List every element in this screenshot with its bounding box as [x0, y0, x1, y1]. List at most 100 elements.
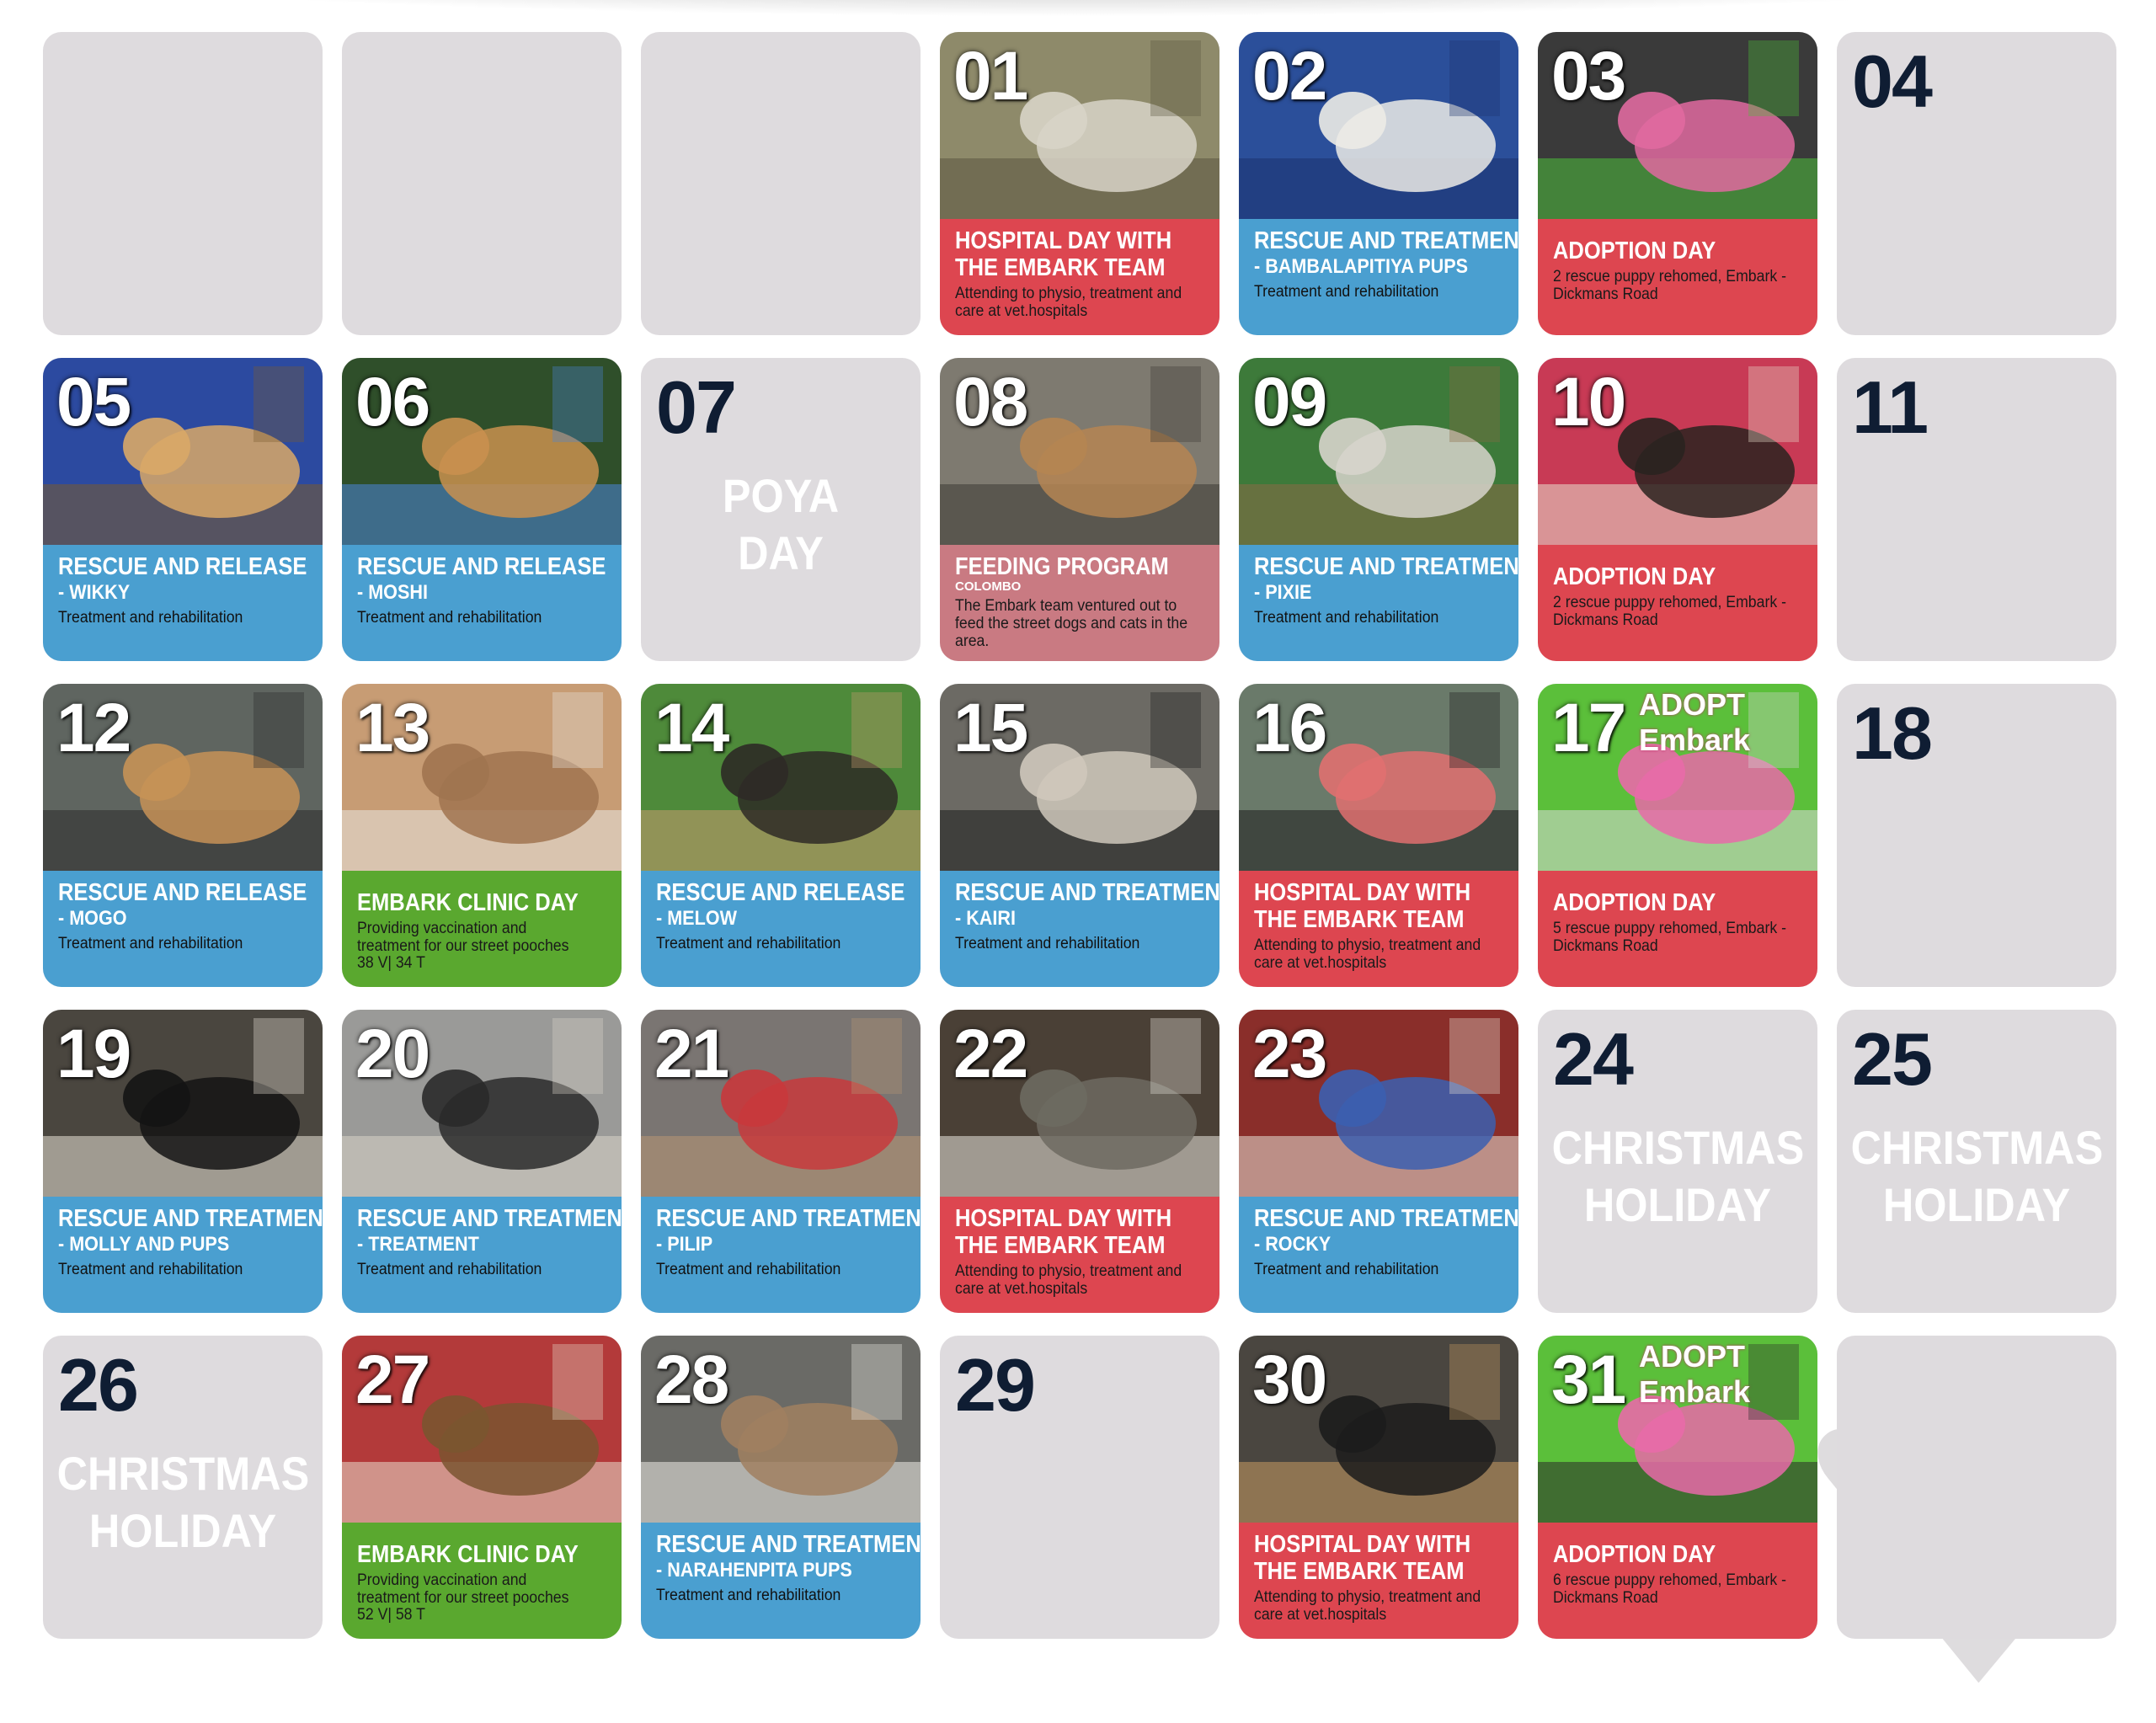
event-caption: EMBARK CLINIC DAY Providing vaccination a… [342, 871, 622, 987]
event-photo: 21 [641, 1010, 921, 1197]
event-photo: 30 [1239, 1336, 1518, 1523]
event-title: RESCUE AND RELEASE [58, 879, 307, 906]
adopt-embark-sign: ADOPT Embark [1639, 687, 1751, 757]
top-edge-shadow [0, 0, 2156, 17]
event-title: RESCUE AND TREATMENT [58, 1205, 323, 1232]
event-photo: 20 [342, 1010, 622, 1197]
event-title: ADOPTION DAY [1553, 563, 1716, 590]
day-number: 16 [1252, 690, 1327, 766]
event-description: Attending to physio, treatment and care … [1254, 1588, 1481, 1624]
event-day-cell: 16 HOSPITAL DAY WITH THE EMBARK TEAM Atten… [1239, 684, 1518, 987]
event-photo: 15 [940, 684, 1219, 871]
day-number: 05 [56, 364, 131, 440]
event-title: ADOPTION DAY [1553, 889, 1716, 916]
day-number: 01 [953, 38, 1028, 115]
holiday-line-2: HOLIDAY [1882, 1178, 2071, 1231]
event-day-cell: 30 HOSPITAL DAY WITH THE EMBARK TEAM Atten… [1239, 1336, 1518, 1639]
event-subtitle: - MELOW [656, 907, 737, 930]
event-caption: RESCUE AND TREATMENT - MOLLY AND PUPS Trea… [43, 1197, 323, 1313]
event-caption: HOSPITAL DAY WITH THE EMBARK TEAM Attendin… [940, 219, 1219, 335]
event-description: Treatment and rehabilitation [656, 1261, 841, 1278]
event-subtitle: - ROCKY [1254, 1233, 1331, 1256]
event-caption: ADOPTION DAY 6 rescue puppy rehomed, Emba… [1538, 1523, 1817, 1639]
holiday-line-1: CHRISTMAS [56, 1447, 310, 1500]
day-number: 31 [1551, 1342, 1626, 1418]
empty-day-cell [342, 32, 622, 335]
event-caption: HOSPITAL DAY WITH THE EMBARK TEAM Attendin… [1239, 1523, 1518, 1639]
event-title: ADOPTION DAY [1553, 1541, 1716, 1568]
day-number: 25 [1852, 1017, 1933, 1101]
event-description: Treatment and rehabilitation [58, 935, 243, 952]
event-description: 6 rescue puppy rehomed, Embark - Dickman… [1553, 1571, 1786, 1607]
event-photo: 05 [43, 358, 323, 545]
event-title: HOSPITAL DAY WITH [1254, 879, 1471, 906]
event-caption: RESCUE AND RELEASE - WIKKY Treatment and r… [43, 545, 323, 661]
holiday-day-cell: 07 POYA DAY [641, 358, 921, 661]
day-number: 23 [1252, 1016, 1327, 1092]
holiday-line-2: DAY [738, 526, 824, 579]
event-description: Treatment and rehabilitation [656, 935, 841, 952]
event-subtitle: - MOGO [58, 907, 127, 930]
event-subtitle: - TREATMENT [357, 1233, 479, 1256]
holiday-line-1: CHRISTMAS [1850, 1121, 2104, 1174]
event-caption: RESCUE AND TREATMENT - NARAHENPITA PUPS Tr… [641, 1523, 921, 1639]
event-day-cell: 09 RESCUE AND TREATMENT - PIXIE Treatment … [1239, 358, 1518, 661]
event-description: Attending to physio, treatment and care … [955, 285, 1182, 320]
day-number: 04 [1852, 40, 1933, 123]
event-subtitle: - MOSHI [357, 581, 428, 604]
event-photo: 13 [342, 684, 622, 871]
day-number: 29 [955, 1343, 1036, 1427]
day-number: 02 [1252, 38, 1327, 115]
event-day-cell: 12 RESCUE AND RELEASE - MOGO Treatment and… [43, 684, 323, 987]
event-title: RESCUE AND TREATMENT [656, 1205, 921, 1232]
event-description: 2 rescue puppy rehomed, Embark - Dickman… [1553, 268, 1786, 303]
day-number: 14 [654, 690, 729, 766]
event-title: RESCUE AND TREATMENT [1254, 1205, 1518, 1232]
empty-day-cell [1837, 1336, 2116, 1639]
event-description: 2 rescue puppy rehomed, Embark - Dickman… [1553, 594, 1786, 629]
event-caption: EMBARK CLINIC DAY Providing vaccination a… [342, 1523, 622, 1639]
event-caption: RESCUE AND RELEASE - MOGO Treatment and re… [43, 871, 323, 987]
holiday-day-cell: 26 CHRISTMAS HOLIDAY [43, 1336, 323, 1639]
event-title: RESCUE AND TREATMENT [1254, 553, 1518, 580]
holiday-line-1: POYA [722, 469, 840, 522]
event-day-cell: 10 ADOPTION DAY 2 rescue puppy rehomed, E… [1538, 358, 1817, 661]
event-description: Treatment and rehabilitation [58, 1261, 243, 1278]
event-day-cell: 22 HOSPITAL DAY WITH THE EMBARK TEAM Atten… [940, 1010, 1219, 1313]
event-title: HOSPITAL DAY WITH [955, 1205, 1172, 1232]
event-description: Providing vaccination and treatment for … [357, 920, 569, 955]
event-photo: 27 [342, 1336, 622, 1523]
event-subtitle: - WIKKY [58, 581, 131, 604]
holiday-day-cell: 25 CHRISTMAS HOLIDAY [1837, 1010, 2116, 1313]
event-title: RESCUE AND TREATMENT [357, 1205, 622, 1232]
event-photo: 08 [940, 358, 1219, 545]
event-day-cell: 21 RESCUE AND TREATMENT - PILIP Treatment … [641, 1010, 921, 1313]
event-day-cell: 01 HOSPITAL DAY WITH THE EMBARK TEAM Atten… [940, 32, 1219, 335]
event-caption: RESCUE AND RELEASE - MOSHI Treatment and r… [342, 545, 622, 661]
holiday-line-2: HOLIDAY [1583, 1178, 1772, 1231]
event-subtitle: - PILIP [656, 1233, 713, 1256]
event-photo: 01 [940, 32, 1219, 219]
event-photo: 16 [1239, 684, 1518, 871]
event-subtitle: THE EMBARK TEAM [955, 254, 1166, 281]
event-title: RESCUE AND TREATMENT [955, 879, 1219, 906]
event-description: Attending to physio, treatment and care … [1254, 936, 1481, 972]
holiday-day-cell: 24 CHRISTMAS HOLIDAY [1538, 1010, 1817, 1313]
event-title: RESCUE AND RELEASE [357, 553, 606, 580]
event-caption: HOSPITAL DAY WITH THE EMBARK TEAM Attendin… [940, 1197, 1219, 1313]
day-number: 11 [1852, 365, 1929, 449]
event-photo: 22 [940, 1010, 1219, 1197]
day-number: 13 [355, 690, 430, 766]
event-day-cell: 06 RESCUE AND RELEASE - MOSHI Treatment an… [342, 358, 622, 661]
event-title: FEEDING PROGRAM [955, 553, 1169, 580]
event-day-cell: 23 RESCUE AND TREATMENT - ROCKY Treatment … [1239, 1010, 1518, 1313]
event-subtitle: - PIXIE [1254, 581, 1312, 604]
holiday-label: POYA DAY [655, 467, 907, 582]
event-title: HOSPITAL DAY WITH [955, 227, 1172, 254]
event-day-cell: 19 RESCUE AND TREATMENT - MOLLY AND PUPS T… [43, 1010, 323, 1313]
event-photo: 03 [1538, 32, 1817, 219]
day-number: 24 [1553, 1017, 1634, 1101]
event-description: Treatment and rehabilitation [1254, 609, 1439, 627]
day-number: 26 [58, 1343, 139, 1427]
day-number: 22 [953, 1016, 1028, 1092]
